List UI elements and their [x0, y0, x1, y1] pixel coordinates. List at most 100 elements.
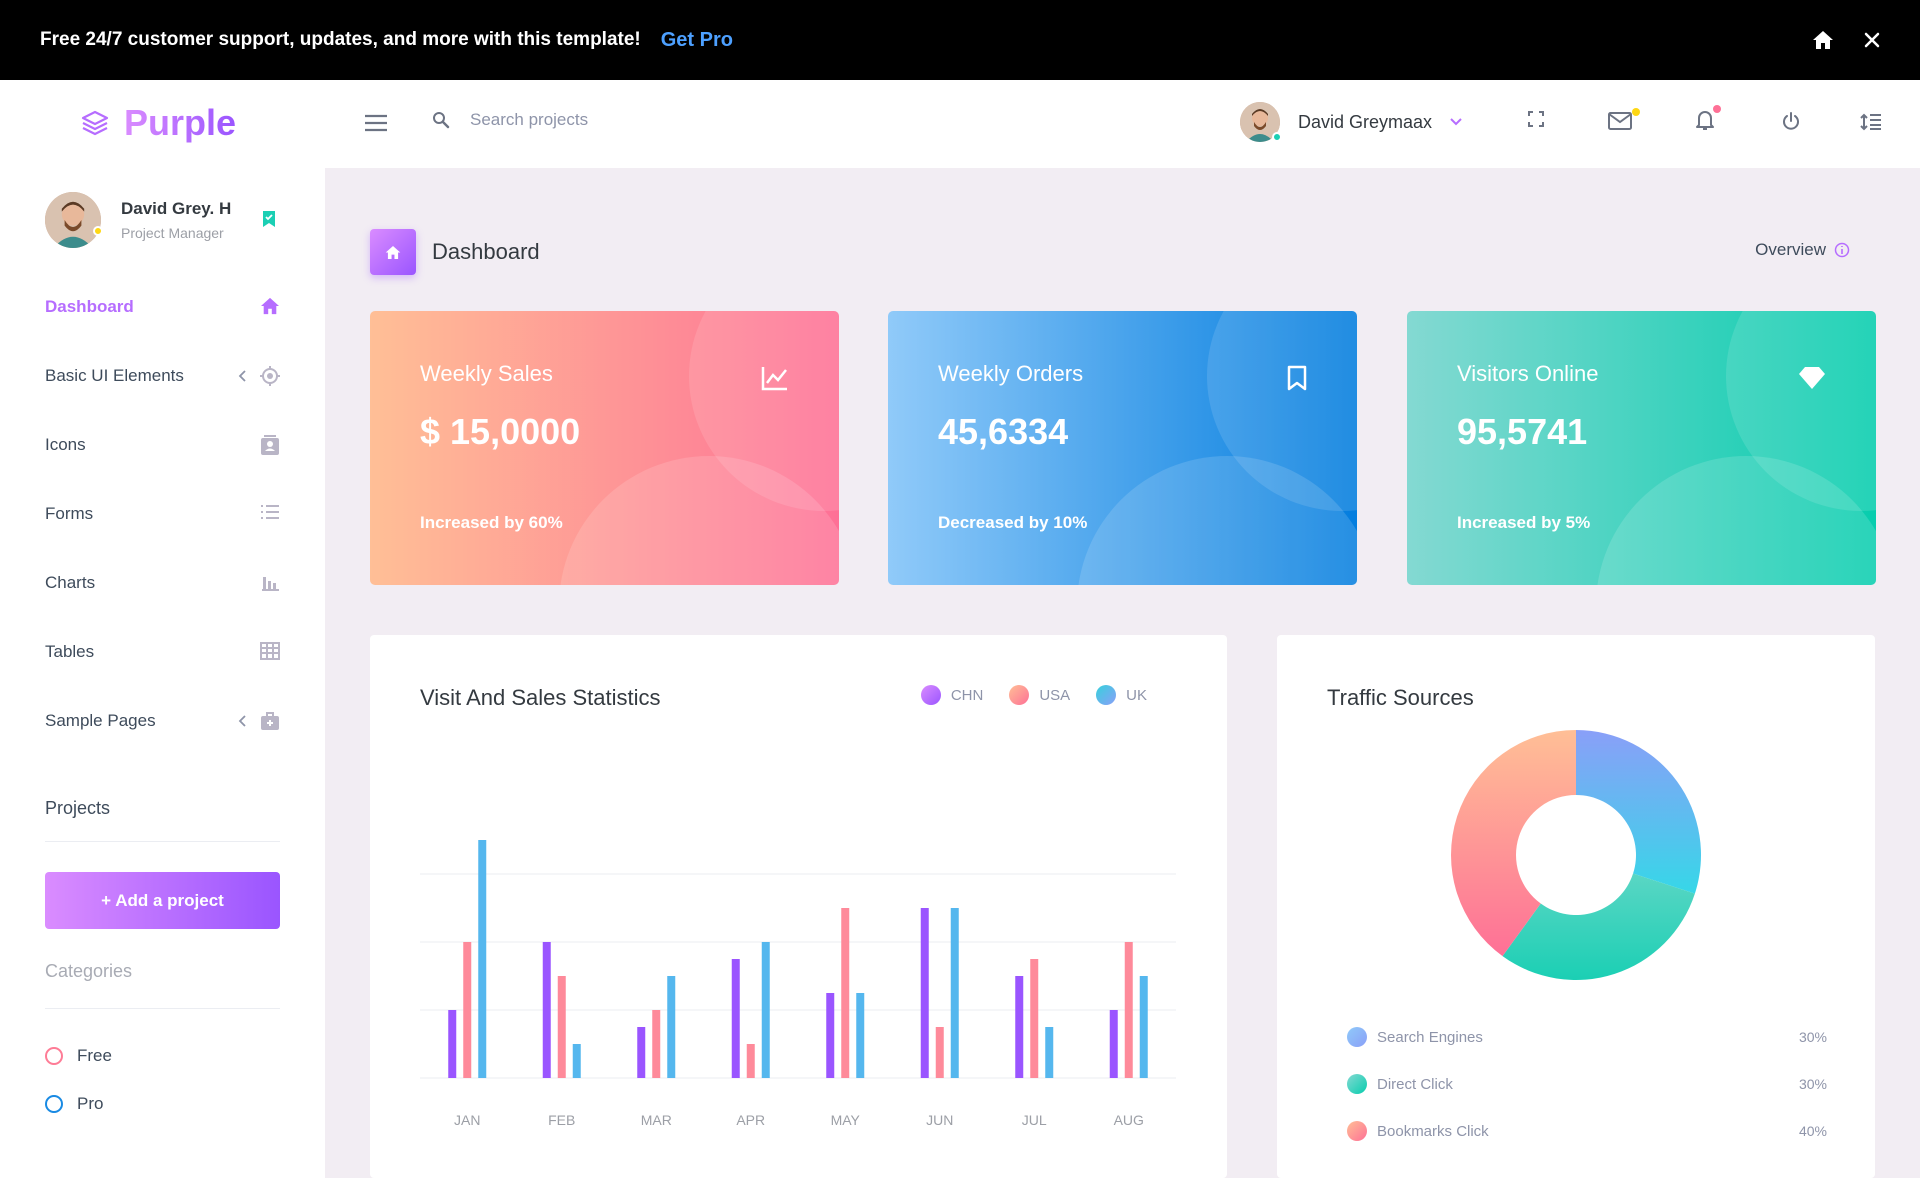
traffic-value: 30% [1798, 1076, 1827, 1092]
categories-title: Categories [45, 961, 133, 981]
chevron-left-icon [238, 370, 246, 382]
bell-icon[interactable] [1695, 105, 1721, 136]
x-tick-label: JUN [926, 1112, 953, 1128]
sidebar-item-label: Basic UI Elements [45, 366, 184, 385]
get-pro-link[interactable]: Get Pro [660, 28, 733, 51]
bookmark-check-icon [262, 210, 276, 233]
traffic-sources-panel: Traffic Sources Search Engines 30% Direc… [1277, 635, 1875, 1178]
add-project-button[interactable]: + Add a project [45, 872, 280, 929]
divider [45, 1008, 280, 1009]
sidebar-item-basic-ui[interactable]: Basic UI Elements [45, 356, 280, 396]
sidebar-item-forms[interactable]: Forms [45, 494, 280, 534]
bar-chn-apr [731, 959, 740, 1078]
bar-usa-aug [1124, 942, 1133, 1078]
fullscreen-icon[interactable] [1527, 110, 1545, 133]
page-title: Dashboard [432, 239, 540, 264]
traffic-row-search: Search Engines 30% [1347, 1027, 1827, 1047]
bar-uk-jun [950, 908, 959, 1078]
bar-usa-jun [935, 1027, 944, 1078]
x-tick-label: AUG [1114, 1112, 1144, 1128]
sidebar-item-icons[interactable]: Icons [45, 425, 280, 465]
bar-uk-may [856, 993, 865, 1078]
bar-chn-jul [1015, 976, 1024, 1078]
chart-bar-icon [262, 577, 279, 591]
visitors-online-card: Visitors Online 95,5741 Increased by 5% [1407, 311, 1876, 585]
card-value: 45,6334 [938, 411, 1069, 452]
bar-uk-mar [667, 976, 676, 1078]
circle-icon [45, 1095, 63, 1113]
bar-chn-jan [448, 1010, 457, 1078]
chart-legend: CHN USA UK [920, 685, 1147, 705]
page-header: Dashboard [370, 229, 540, 275]
sidebar-item-sample-pages[interactable]: Sample Pages [45, 701, 280, 741]
card-value: 95,5741 [1457, 411, 1588, 452]
bar-chart: JAN FEB MAR APR MAY JUN JUL AUG [420, 840, 1176, 1128]
traffic-label: Direct Click [1377, 1075, 1453, 1093]
avatar [45, 192, 103, 248]
home-icon [261, 297, 279, 315]
category-pro[interactable]: Pro [45, 1094, 103, 1114]
bar-uk-aug [1139, 976, 1148, 1078]
x-tick-label: FEB [548, 1112, 575, 1128]
legend-item-uk: UK [1096, 685, 1147, 705]
home-icon[interactable] [1812, 30, 1834, 50]
chart-title: Visit And Sales Statistics [420, 685, 661, 710]
bar-uk-jan [478, 840, 487, 1078]
overview-link[interactable]: Overview [1755, 240, 1850, 260]
crosshairs-icon [260, 366, 280, 386]
brand-name: Purple [124, 102, 237, 143]
bar-uk-feb [572, 1044, 581, 1078]
bar-chn-may [826, 993, 835, 1078]
card-footer: Increased by 5% [1457, 513, 1591, 532]
profile-role: Project Manager [121, 225, 224, 241]
card-title: Visitors Online [1457, 361, 1599, 386]
brand-logo[interactable]: Purple [80, 102, 236, 144]
bar-chn-jun [920, 908, 929, 1078]
sidebar-item-label: Forms [45, 504, 94, 523]
traffic-label: Search Engines [1377, 1028, 1483, 1046]
sidebar: David Grey. H Project Manager Dashboard … [0, 168, 325, 1178]
top-navbar: Purple David Greymaax [0, 80, 1920, 168]
mail-icon[interactable] [1608, 108, 1640, 135]
menu-toggle-icon[interactable] [364, 114, 388, 137]
donut-chart [1451, 730, 1701, 980]
user-dropdown[interactable]: David Greymaax [1240, 102, 1462, 142]
x-tick-label: JUL [1022, 1112, 1047, 1128]
sidebar-item-tables[interactable]: Tables [45, 632, 280, 672]
navbar-user-name: David Greymaax [1298, 111, 1433, 132]
layers-icon [81, 110, 109, 136]
pie-slice-search-engines [1576, 730, 1701, 894]
medical-bag-icon [261, 712, 279, 730]
chevron-down-icon [1450, 118, 1462, 126]
sidebar-item-dashboard[interactable]: Dashboard [45, 287, 280, 327]
promo-text: Free 24/7 customer support, updates, and… [40, 29, 641, 50]
sidebar-item-label: Charts [45, 573, 96, 592]
bookmark-icon [1287, 365, 1307, 396]
promo-banner: Free 24/7 customer support, updates, and… [0, 0, 1920, 80]
info-icon [1834, 242, 1850, 258]
weekly-orders-card: Weekly Orders 45,6334 Decreased by 10% [888, 311, 1357, 585]
sidebar-item-label: Tables [45, 642, 95, 661]
card-footer: Increased by 60% [420, 513, 563, 532]
legend-label: USA [1039, 686, 1071, 704]
sidebar-item-label: Icons [45, 435, 86, 454]
bar-usa-feb [557, 976, 566, 1078]
projects-title: Projects [45, 798, 111, 818]
x-tick-label: MAR [641, 1112, 672, 1128]
bar-chn-feb [542, 942, 551, 1078]
search-input[interactable] [470, 110, 770, 130]
home-icon [370, 229, 416, 275]
power-icon[interactable] [1781, 111, 1801, 136]
close-icon[interactable] [1864, 32, 1880, 48]
card-footer: Decreased by 10% [938, 513, 1088, 532]
format-line-spacing-icon[interactable] [1860, 113, 1882, 136]
category-free[interactable]: Free [45, 1046, 112, 1066]
card-value: $ 15,0000 [420, 411, 581, 452]
category-label: Pro [77, 1094, 104, 1113]
card-title: Weekly Sales [420, 361, 553, 386]
sidebar-item-charts[interactable]: Charts [45, 563, 280, 603]
profile-name: David Grey. H [121, 199, 232, 218]
bar-chn-mar [637, 1027, 646, 1078]
sidebar-profile[interactable]: David Grey. H Project Manager [45, 192, 231, 248]
bar-usa-jan [463, 942, 472, 1078]
